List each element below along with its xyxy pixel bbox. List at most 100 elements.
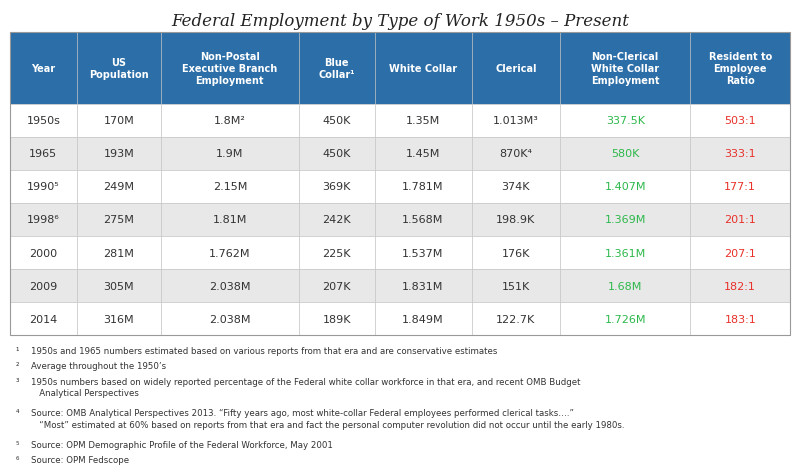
Text: 275M: 275M xyxy=(103,215,134,225)
Bar xyxy=(690,138,790,170)
Bar xyxy=(560,269,690,303)
Text: 1965: 1965 xyxy=(30,149,58,159)
Text: 1.831M: 1.831M xyxy=(402,281,444,291)
Text: 316M: 316M xyxy=(103,314,134,324)
Bar xyxy=(161,203,299,237)
Text: 1950s and 1965 numbers estimated based on various reports from that era and are : 1950s and 1965 numbers estimated based o… xyxy=(31,347,498,356)
Bar xyxy=(471,104,560,138)
Bar xyxy=(690,237,790,269)
Bar xyxy=(10,269,77,303)
Text: 207K: 207K xyxy=(322,281,351,291)
Bar xyxy=(161,303,299,336)
Text: 337.5K: 337.5K xyxy=(606,116,645,126)
Text: 1.849M: 1.849M xyxy=(402,314,444,324)
Bar xyxy=(161,170,299,203)
Text: 249M: 249M xyxy=(103,182,134,192)
Bar xyxy=(299,33,374,104)
Text: 580K: 580K xyxy=(611,149,639,159)
Bar xyxy=(10,170,77,203)
Bar xyxy=(471,237,560,269)
Bar xyxy=(10,138,77,170)
Text: 189K: 189K xyxy=(322,314,351,324)
Text: 1.407M: 1.407M xyxy=(605,182,646,192)
Bar xyxy=(77,203,161,237)
Text: 1.68M: 1.68M xyxy=(608,281,642,291)
Bar xyxy=(374,104,471,138)
Text: US
Population: US Population xyxy=(89,58,149,80)
Bar xyxy=(471,203,560,237)
Text: ⁴: ⁴ xyxy=(16,408,19,417)
Bar xyxy=(299,170,374,203)
Text: ³: ³ xyxy=(16,377,19,386)
Bar xyxy=(374,33,471,104)
Text: 1.013M³: 1.013M³ xyxy=(493,116,539,126)
Bar xyxy=(374,138,471,170)
Text: ¹: ¹ xyxy=(16,347,19,356)
Bar xyxy=(471,269,560,303)
Bar xyxy=(690,104,790,138)
Text: 193M: 193M xyxy=(103,149,134,159)
Text: 450K: 450K xyxy=(322,149,351,159)
Text: 182:1: 182:1 xyxy=(724,281,756,291)
Bar xyxy=(690,203,790,237)
Bar xyxy=(77,303,161,336)
Text: ⁶: ⁶ xyxy=(16,455,19,464)
Text: 503:1: 503:1 xyxy=(725,116,756,126)
Text: 1.537M: 1.537M xyxy=(402,248,444,258)
Text: 369K: 369K xyxy=(322,182,351,192)
Text: 1998⁶: 1998⁶ xyxy=(27,215,60,225)
Bar xyxy=(10,104,77,138)
Bar xyxy=(690,303,790,336)
Bar xyxy=(690,33,790,104)
Bar xyxy=(10,303,77,336)
Text: 2.038M: 2.038M xyxy=(209,281,250,291)
Bar xyxy=(560,203,690,237)
Text: 281M: 281M xyxy=(103,248,134,258)
Text: 1.9M: 1.9M xyxy=(216,149,243,159)
Bar xyxy=(299,138,374,170)
Bar xyxy=(161,269,299,303)
Bar xyxy=(77,33,161,104)
Bar xyxy=(77,237,161,269)
Text: 1.568M: 1.568M xyxy=(402,215,444,225)
Text: Average throughout the 1950’s: Average throughout the 1950’s xyxy=(31,362,166,371)
Bar xyxy=(161,138,299,170)
Bar xyxy=(374,237,471,269)
Bar xyxy=(299,303,374,336)
Bar xyxy=(560,237,690,269)
Text: 870K⁴: 870K⁴ xyxy=(499,149,532,159)
Text: 2014: 2014 xyxy=(29,314,58,324)
Bar xyxy=(77,104,161,138)
Text: 122.7K: 122.7K xyxy=(496,314,535,324)
Bar xyxy=(560,104,690,138)
Bar xyxy=(560,33,690,104)
Bar xyxy=(10,33,77,104)
Bar xyxy=(471,170,560,203)
Text: 1.45M: 1.45M xyxy=(406,149,440,159)
Text: 176K: 176K xyxy=(502,248,530,258)
Bar xyxy=(560,138,690,170)
Text: Federal Employment by Type of Work 1950s – Present: Federal Employment by Type of Work 1950s… xyxy=(171,13,629,30)
Text: 201:1: 201:1 xyxy=(724,215,756,225)
Bar xyxy=(560,303,690,336)
Bar xyxy=(299,203,374,237)
Text: 305M: 305M xyxy=(103,281,134,291)
Text: 374K: 374K xyxy=(502,182,530,192)
Bar xyxy=(299,237,374,269)
Text: Non-Postal
Executive Branch
Employment: Non-Postal Executive Branch Employment xyxy=(182,51,278,86)
Bar xyxy=(299,269,374,303)
Bar xyxy=(690,170,790,203)
Text: 1.781M: 1.781M xyxy=(402,182,444,192)
Bar xyxy=(374,303,471,336)
Text: 1.35M: 1.35M xyxy=(406,116,440,126)
Text: 183:1: 183:1 xyxy=(724,314,756,324)
Text: 151K: 151K xyxy=(502,281,530,291)
Text: 450K: 450K xyxy=(322,116,351,126)
Text: 1950s numbers based on widely reported percentage of the Federal white collar wo: 1950s numbers based on widely reported p… xyxy=(31,377,581,397)
Text: 2.15M: 2.15M xyxy=(213,182,247,192)
Bar xyxy=(10,237,77,269)
Text: 225K: 225K xyxy=(322,248,351,258)
Bar xyxy=(471,138,560,170)
Bar xyxy=(690,269,790,303)
Text: Source: OPM Demographic Profile of the Federal Workforce, May 2001: Source: OPM Demographic Profile of the F… xyxy=(31,440,334,448)
